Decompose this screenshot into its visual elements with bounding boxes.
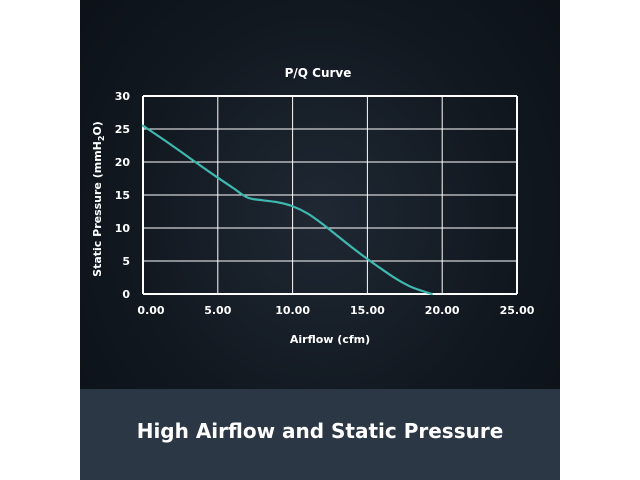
x-tick-label: 10.00 [275, 304, 310, 317]
y-axis-label: Static Pressure (mmH2O) [91, 121, 106, 277]
chart-title: P/Q Curve [285, 66, 352, 80]
x-tick-label: 20.00 [425, 304, 460, 317]
y-tick-label: 10 [115, 222, 131, 235]
x-tick-label: 15.00 [350, 304, 385, 317]
pq-curve-line [141, 124, 433, 296]
y-tick-label: 25 [115, 123, 130, 136]
x-tick-label: 25.00 [500, 304, 535, 317]
y-tick-label: 0 [122, 288, 130, 301]
y-tick-label: 15 [115, 189, 130, 202]
y-tick-label: 5 [122, 255, 130, 268]
y-axis-label-subscript: 2 [97, 136, 106, 142]
grid [142, 95, 518, 295]
y-axis-label-tail: O) [91, 121, 104, 135]
x-axis-label: Airflow (cfm) [290, 333, 370, 346]
y-axis-label-main: Static Pressure (mmH [91, 141, 104, 277]
caption-text: High Airflow and Static Pressure [136, 419, 504, 443]
caption-banner: High Airflow and Static Pressure [80, 389, 560, 480]
axis-ticks: 0.00 5.00 10.00 15.00 20.00 25.00 0 5 10 15 20 25 30 [115, 90, 535, 317]
x-tick-label: 5.00 [204, 304, 231, 317]
y-tick-label: 30 [115, 90, 131, 103]
x-tick-label: 0.00 [137, 304, 164, 317]
y-tick-label: 20 [115, 156, 131, 169]
